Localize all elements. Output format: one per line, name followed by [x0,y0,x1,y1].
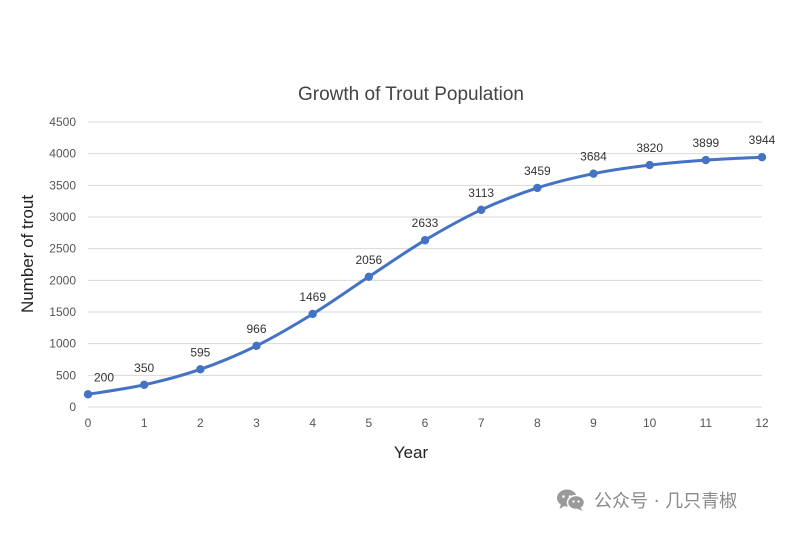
x-tick-label: 4 [309,416,316,430]
x-tick-label: 11 [700,416,713,430]
data-point [139,380,149,390]
x-tick-label: 1 [141,416,148,430]
data-point [645,160,654,170]
gridlines [88,121,762,408]
wechat-icon [556,488,586,512]
chart-title: Growth of Trout Population [298,84,524,105]
y-tick-label: 1500 [49,305,76,319]
data-label: 595 [190,345,210,359]
data-label: 3113 [468,186,494,200]
data-point [252,341,261,351]
data-label: 1469 [299,290,326,304]
data-label: 2056 [355,253,382,267]
x-axis-title: Year [394,443,429,462]
x-tick-label: 7 [478,416,485,430]
data-label: 350 [134,361,154,375]
data-label: 3899 [692,136,719,150]
data-labels: 200 350 595 966 1469 2056 2633 3113 3459 3684 3820… [94,133,776,384]
x-tick-label: 8 [534,416,541,430]
watermark: 公众号 · 几只青椒 [556,487,737,513]
data-label: 3820 [636,141,663,155]
data-label: 200 [94,370,114,384]
x-tick-label: 9 [590,416,597,430]
data-label: 2633 [412,216,439,230]
x-tick-label: 12 [755,416,769,430]
series-group [83,153,767,399]
x-tick-label: 5 [365,416,372,430]
y-axis-ticks: 0 500 1000 1500 2000 2500 3000 3500 4000 4500 [49,115,76,414]
y-tick-label: 3500 [49,178,76,192]
y-tick-label: 2500 [49,242,76,256]
y-tick-label: 4500 [49,115,76,129]
x-tick-label: 0 [85,416,92,430]
data-point [757,153,767,162]
data-point [476,205,486,215]
data-label: 3944 [749,133,776,147]
y-tick-label: 4000 [49,147,76,161]
x-tick-label: 10 [643,416,657,430]
x-tick-label: 3 [253,416,260,430]
data-point [533,183,542,193]
data-label: 3459 [524,164,551,178]
data-point [589,169,598,178]
data-point [701,155,711,165]
x-tick-label: 6 [422,416,429,430]
data-point [364,272,374,281]
data-label: 3684 [580,150,607,164]
watermark-text: 公众号 · 几只青椒 [594,491,738,512]
x-axis-ticks: 0 1 2 3 4 5 6 7 8 9 10 11 12 [85,416,769,430]
data-point [83,390,93,399]
y-tick-label: 2000 [49,273,76,287]
y-axis-title: Number of trout [18,195,37,313]
data-point [196,365,205,374]
x-tick-label: 2 [197,416,204,430]
data-point [308,309,317,319]
y-tick-label: 500 [56,368,76,382]
y-tick-label: 3000 [49,210,76,224]
series-line [86,155,764,396]
data-point [420,236,430,245]
y-tick-label: 1000 [49,337,76,351]
data-label: 966 [246,322,266,336]
y-tick-label: 0 [69,400,76,414]
